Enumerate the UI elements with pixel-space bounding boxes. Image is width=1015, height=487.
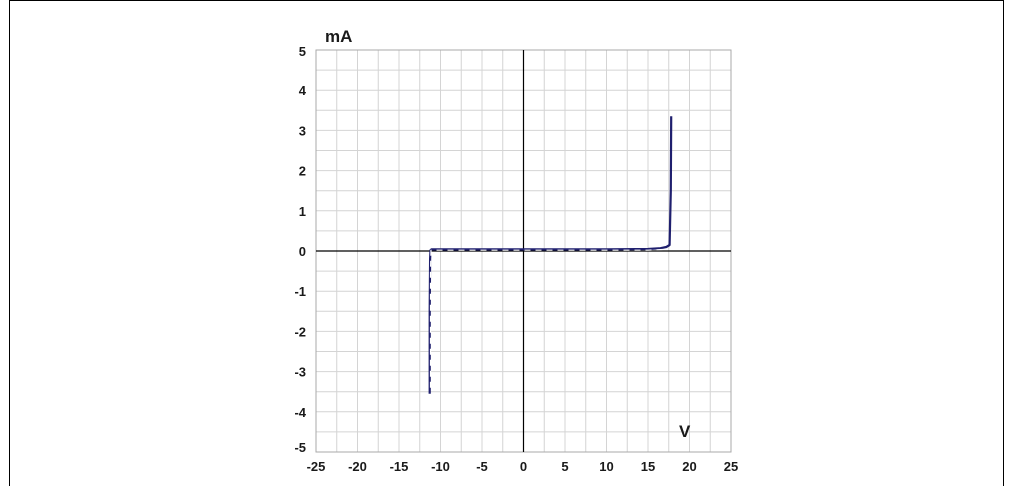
x-tick-label: 25 (724, 459, 738, 474)
x-tick-label: -5 (476, 459, 488, 474)
y-tick-label: -3 (294, 365, 306, 380)
y-tick-label: -1 (294, 284, 306, 299)
y-tick-labels: 5 4 3 2 1 0 -1 -2 -3 -4 -5 (294, 44, 306, 455)
y-tick-label: -4 (294, 405, 306, 420)
y-tick-label: 3 (299, 123, 306, 138)
x-tick-label: 0 (520, 459, 527, 474)
x-tick-label: -25 (307, 459, 326, 474)
y-tick-label: 2 (299, 164, 306, 179)
y-axis-unit-label: mA (325, 27, 352, 46)
x-tick-label: -10 (431, 459, 450, 474)
y-tick-label: 1 (299, 204, 306, 219)
y-tick-label: 4 (299, 83, 307, 98)
figure-frame (9, 0, 1004, 486)
x-tick-labels: -25 -20 -15 -10 -5 0 5 10 15 20 25 (307, 459, 739, 474)
y-tick-label: -2 (294, 324, 306, 339)
x-tick-label: 5 (561, 459, 568, 474)
x-tick-label: 10 (599, 459, 613, 474)
x-axis-unit-label: V (679, 422, 691, 441)
series-group (428, 116, 673, 394)
x-tick-label: 20 (682, 459, 696, 474)
y-tick-label: -5 (294, 440, 306, 455)
x-tick-label: 15 (641, 459, 655, 474)
series-line-1 (428, 116, 673, 394)
y-tick-label: 0 (299, 244, 306, 259)
series-line-2 (429, 248, 665, 388)
x-tick-label: -15 (390, 459, 409, 474)
x-tick-label: -20 (348, 459, 367, 474)
y-tick-label: 5 (299, 44, 306, 59)
